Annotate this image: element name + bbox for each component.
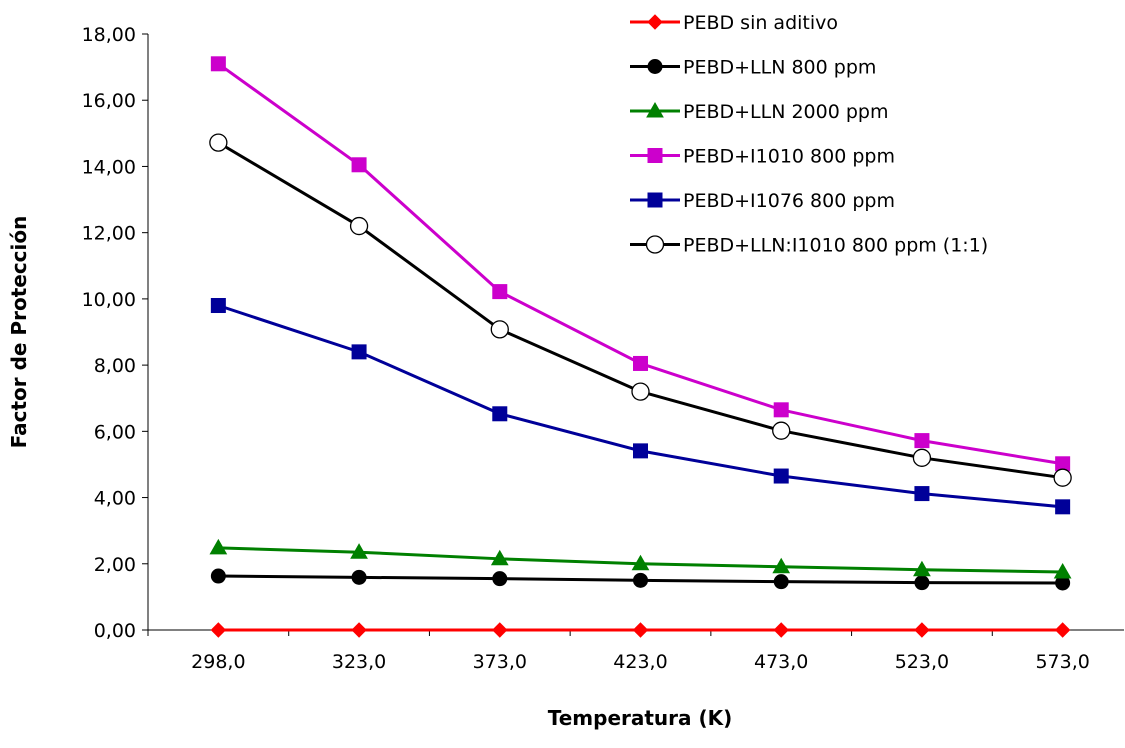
data-point	[492, 622, 508, 638]
legend-label: PEBD+I1076 800 ppm	[683, 190, 895, 212]
data-point	[351, 344, 367, 360]
data-point	[492, 284, 508, 300]
legend-item: PEBD+I1010 800 ppm	[630, 146, 895, 168]
y-tick-label: 4,00	[94, 488, 136, 510]
data-point	[210, 298, 226, 314]
data-point	[210, 622, 227, 638]
legend-marker	[647, 59, 663, 74]
data-point	[492, 571, 508, 587]
legend-item: PEBD+LLN:I1010 800 ppm (1:1)	[630, 235, 988, 257]
y-tick-label: 10,00	[82, 289, 136, 311]
x-tick-label: 523,0	[895, 651, 949, 673]
data-point	[631, 554, 650, 571]
data-point	[209, 133, 228, 152]
x-axis-title: Temperatura (K)	[548, 706, 733, 730]
data-point	[349, 216, 369, 236]
y-tick-label: 18,00	[82, 24, 136, 46]
legend-item: PEBD+LLN 2000 ppm	[630, 101, 889, 123]
data-point	[914, 486, 930, 502]
legend-marker	[647, 192, 663, 208]
data-point	[914, 433, 930, 449]
legend: PEBD sin aditivo PEBD+LLN 800 ppm PEBD+LLN…	[630, 12, 988, 257]
legend-label: PEBD+I1010 800 ppm	[683, 146, 895, 168]
series	[209, 133, 1072, 487]
series-line	[217, 141, 1063, 480]
x-tick-label: 323,0	[332, 651, 386, 673]
data-point	[773, 574, 789, 590]
y-tick-label: 2,00	[94, 554, 136, 576]
data-point	[490, 549, 509, 566]
legend-label: PEBD sin aditivo	[683, 12, 838, 34]
data-point	[773, 468, 789, 484]
series	[210, 622, 1071, 638]
y-tick-label: 12,00	[82, 223, 136, 245]
data-point	[631, 382, 650, 401]
legend-marker	[646, 101, 664, 118]
data-point	[772, 421, 791, 440]
series	[209, 538, 1072, 579]
data-point	[351, 622, 367, 638]
data-point	[913, 560, 931, 577]
legend-item: PEBD+I1076 800 ppm	[630, 190, 895, 212]
series-group	[209, 56, 1072, 638]
legend-marker	[647, 14, 663, 30]
legend-label: PEBD+LLN:I1010 800 ppm (1:1)	[683, 235, 988, 257]
data-point	[633, 355, 648, 371]
legend-marker	[647, 148, 663, 163]
data-point	[632, 622, 649, 638]
x-tick-label: 473,0	[754, 651, 808, 673]
series-line	[217, 304, 1063, 509]
y-axis-ticks: 0,00 2,00 4,00 6,00 8,00 10,00 12,00 14,00 16,00…	[82, 24, 148, 642]
x-axis-ticks: 298,0 323,0 373,0 423,0 473,0 523,0 573,0	[147, 630, 1090, 673]
y-tick-label: 8,00	[94, 355, 136, 377]
data-point	[914, 575, 930, 591]
legend-label: PEBD+LLN 2000 ppm	[683, 101, 889, 123]
legend-item: PEBD+LLN 800 ppm	[630, 57, 876, 79]
y-tick-label: 0,00	[94, 620, 136, 642]
data-point	[1053, 468, 1072, 487]
data-point	[1055, 499, 1071, 515]
x-tick-label: 423,0	[613, 651, 667, 673]
data-point	[210, 56, 226, 72]
data-point	[633, 443, 648, 459]
data-point	[492, 406, 508, 422]
series	[210, 568, 1071, 591]
data-point	[912, 448, 932, 467]
legend-item: PEBD sin aditivo	[630, 12, 838, 34]
data-point	[350, 543, 368, 559]
data-point	[490, 320, 509, 339]
data-point	[1053, 563, 1072, 579]
legend-marker	[645, 235, 665, 254]
data-point	[351, 157, 367, 173]
data-point	[772, 557, 791, 574]
series	[210, 56, 1071, 472]
data-point	[210, 568, 226, 584]
data-point	[914, 622, 930, 638]
y-tick-label: 16,00	[82, 90, 136, 112]
data-point	[633, 572, 648, 588]
data-point	[773, 622, 789, 638]
y-axis-title: Factor de Protección	[7, 216, 31, 449]
data-point	[1054, 622, 1071, 638]
series	[210, 298, 1071, 515]
x-tick-label: 373,0	[473, 651, 527, 673]
legend-label: PEBD+LLN 800 ppm	[683, 57, 876, 79]
x-tick-label: 573,0	[1035, 651, 1089, 673]
data-point	[209, 538, 228, 555]
x-tick-label: 298,0	[191, 651, 245, 673]
data-point	[351, 569, 367, 585]
data-point	[773, 402, 789, 418]
series-line	[217, 62, 1063, 466]
y-tick-label: 14,00	[82, 156, 136, 178]
y-tick-label: 6,00	[94, 421, 136, 443]
